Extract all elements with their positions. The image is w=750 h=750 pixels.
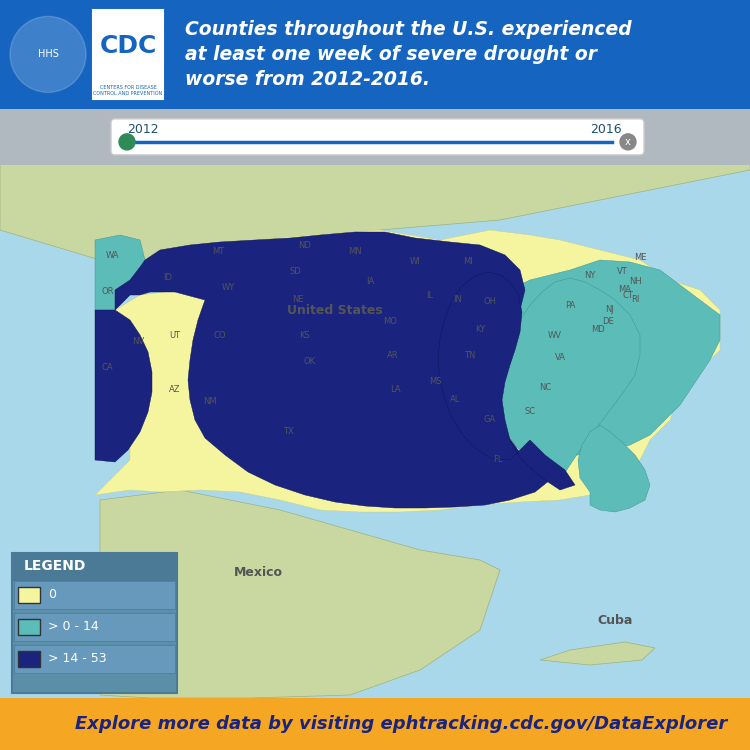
Polygon shape — [498, 278, 640, 480]
Text: WI: WI — [410, 257, 420, 266]
Text: CA: CA — [101, 364, 112, 373]
Text: 2016: 2016 — [590, 123, 622, 136]
Text: PA: PA — [565, 301, 575, 310]
Text: MI: MI — [463, 257, 472, 266]
Polygon shape — [480, 260, 720, 455]
Circle shape — [620, 134, 636, 150]
Polygon shape — [95, 310, 152, 462]
Bar — [0, 0, 750, 109]
Bar — [14, 644, 175, 673]
Text: Mexico: Mexico — [233, 566, 283, 578]
Text: IL: IL — [427, 290, 433, 299]
Text: United States: United States — [287, 304, 382, 316]
Bar — [12, 553, 177, 580]
Text: IN: IN — [454, 296, 463, 304]
Text: Counties throughout the U.S. experienced
at least one week of severe drought or
: Counties throughout the U.S. experienced… — [185, 20, 632, 89]
Text: AZ: AZ — [170, 386, 181, 394]
Text: Explore more data by visiting ephtracking.cdc.gov/DataExplorer: Explore more data by visiting ephtrackin… — [75, 715, 728, 733]
Text: x: x — [626, 136, 631, 147]
Text: OR: OR — [102, 287, 114, 296]
Text: NY: NY — [584, 271, 596, 280]
Bar — [18, 619, 40, 634]
Text: CO: CO — [214, 331, 226, 340]
Text: LA: LA — [390, 386, 400, 394]
Bar — [0, 165, 750, 698]
FancyBboxPatch shape — [111, 118, 644, 155]
Text: 0: 0 — [48, 588, 56, 601]
Text: NC: NC — [538, 383, 551, 392]
Text: VT: VT — [616, 268, 627, 277]
Text: NE: NE — [292, 296, 304, 304]
Text: HHS: HHS — [38, 50, 58, 59]
Text: MD: MD — [591, 326, 604, 334]
Circle shape — [10, 16, 86, 92]
Text: ME: ME — [634, 254, 646, 262]
Text: NV: NV — [132, 338, 144, 346]
Bar — [14, 613, 175, 640]
Polygon shape — [100, 490, 500, 698]
Text: AR: AR — [387, 350, 399, 359]
Text: SC: SC — [524, 407, 536, 416]
Text: FL: FL — [494, 455, 502, 464]
Text: MA: MA — [619, 286, 632, 295]
Text: > 14 - 53: > 14 - 53 — [48, 652, 106, 665]
Polygon shape — [115, 232, 550, 508]
Text: Cuba: Cuba — [597, 614, 633, 626]
Text: 2012: 2012 — [127, 123, 159, 136]
Polygon shape — [578, 425, 650, 512]
Text: WA: WA — [105, 251, 118, 260]
Text: LEGEND: LEGEND — [24, 560, 86, 574]
Bar — [14, 580, 175, 608]
Text: OH: OH — [484, 298, 496, 307]
Text: VA: VA — [554, 353, 566, 362]
FancyBboxPatch shape — [93, 10, 163, 99]
Text: MO: MO — [383, 317, 397, 326]
Text: KY: KY — [475, 326, 485, 334]
Text: NJ: NJ — [605, 305, 614, 314]
FancyBboxPatch shape — [12, 553, 177, 692]
Text: TX: TX — [283, 427, 293, 436]
Text: RI: RI — [631, 296, 639, 304]
Text: CT: CT — [622, 290, 634, 299]
Text: ND: ND — [298, 241, 311, 250]
Text: CDC: CDC — [99, 34, 157, 58]
Circle shape — [119, 134, 135, 150]
Text: SD: SD — [290, 268, 301, 277]
Polygon shape — [95, 230, 720, 512]
Text: TN: TN — [464, 350, 476, 359]
Text: UT: UT — [170, 331, 181, 340]
Text: AL: AL — [450, 395, 460, 404]
Text: ID: ID — [164, 274, 172, 283]
Polygon shape — [540, 642, 655, 665]
Bar — [0, 698, 750, 750]
Text: WV: WV — [548, 331, 562, 340]
Text: MN: MN — [348, 248, 361, 256]
Text: MT: MT — [211, 248, 224, 256]
Bar — [0, 109, 750, 165]
Text: MS: MS — [429, 377, 441, 386]
Text: IA: IA — [366, 278, 374, 286]
Text: NM: NM — [203, 398, 217, 406]
Polygon shape — [95, 235, 145, 310]
Text: OK: OK — [304, 358, 316, 367]
Text: NH: NH — [630, 278, 642, 286]
Text: WY: WY — [221, 284, 235, 292]
Text: KS: KS — [299, 331, 310, 340]
Text: DE: DE — [602, 317, 613, 326]
Text: CENTERS FOR DISEASE
CONTROL AND PREVENTION: CENTERS FOR DISEASE CONTROL AND PREVENTI… — [93, 86, 163, 96]
Bar — [18, 650, 40, 667]
Polygon shape — [438, 272, 575, 490]
Text: GA: GA — [484, 416, 496, 424]
Text: > 0 - 14: > 0 - 14 — [48, 620, 99, 633]
Bar — [18, 586, 40, 602]
Polygon shape — [0, 90, 750, 270]
